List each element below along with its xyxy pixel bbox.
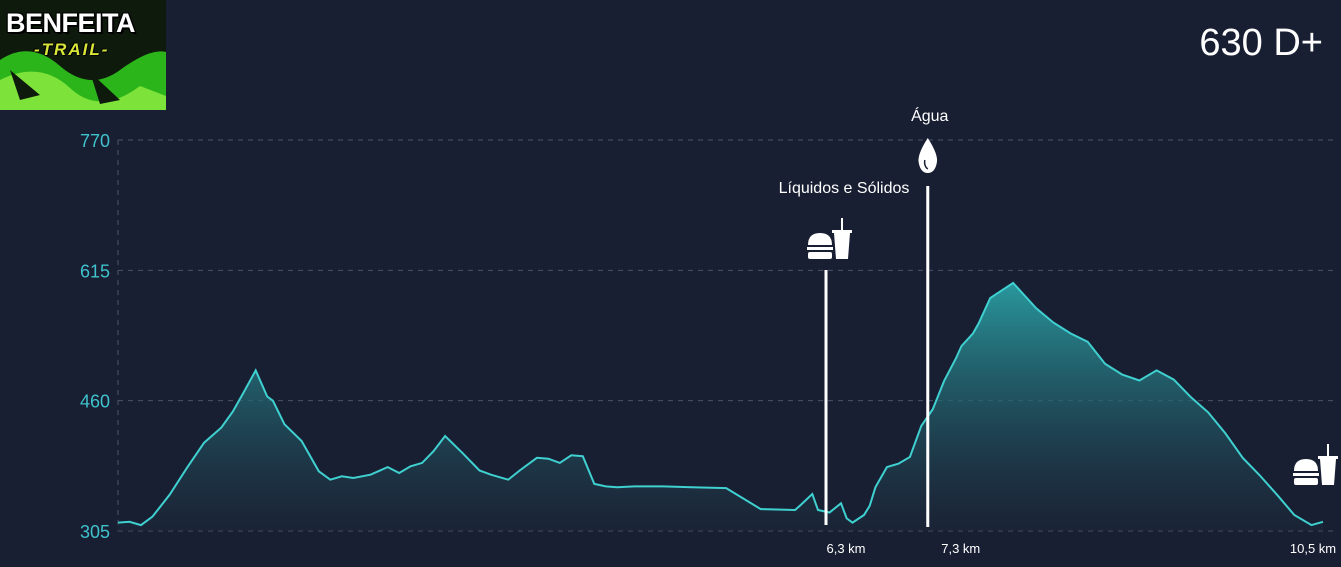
y-tick-label: 305 — [80, 522, 110, 542]
logo-splash — [0, 51, 166, 110]
cup-lid — [1318, 456, 1338, 459]
brand-logo: BENFEITA -TRAIL- — [0, 0, 166, 110]
elevation-gain: 630 D+ — [1199, 22, 1323, 64]
y-tick-label: 460 — [80, 392, 110, 412]
x-tick-label: 10,5 km — [1290, 541, 1336, 556]
y-tick-label: 770 — [80, 131, 110, 151]
burger-bun-top — [1294, 459, 1318, 471]
cup-shape — [1320, 459, 1336, 485]
cup-lid — [832, 230, 852, 233]
burger-bun-bottom — [808, 252, 832, 259]
burger-bun-bottom — [1294, 478, 1318, 485]
food-drink-icon — [1293, 444, 1338, 485]
x-tick-label: 7,3 km — [941, 541, 980, 556]
cup-shape — [834, 233, 850, 259]
x-tick-label: 6,3 km — [826, 541, 865, 556]
brand-line2: -TRAIL- — [34, 40, 110, 59]
burger-bun-top — [808, 233, 832, 245]
drop-highlight — [923, 159, 929, 170]
burger-patty — [1293, 473, 1319, 476]
drop-shape — [918, 138, 938, 173]
marker-label-refreshment: Líquidos e Sólidos — [779, 180, 910, 197]
food-drink-icon — [807, 218, 852, 259]
water-drop-icon — [918, 138, 938, 173]
burger-patty — [807, 247, 833, 250]
brand-line1: BENFEITA — [6, 8, 136, 38]
y-tick-label: 615 — [80, 261, 110, 281]
elevation-area — [118, 282, 1323, 531]
marker-label-water: Água — [911, 106, 948, 125]
elevation-line — [117, 281, 1324, 527]
